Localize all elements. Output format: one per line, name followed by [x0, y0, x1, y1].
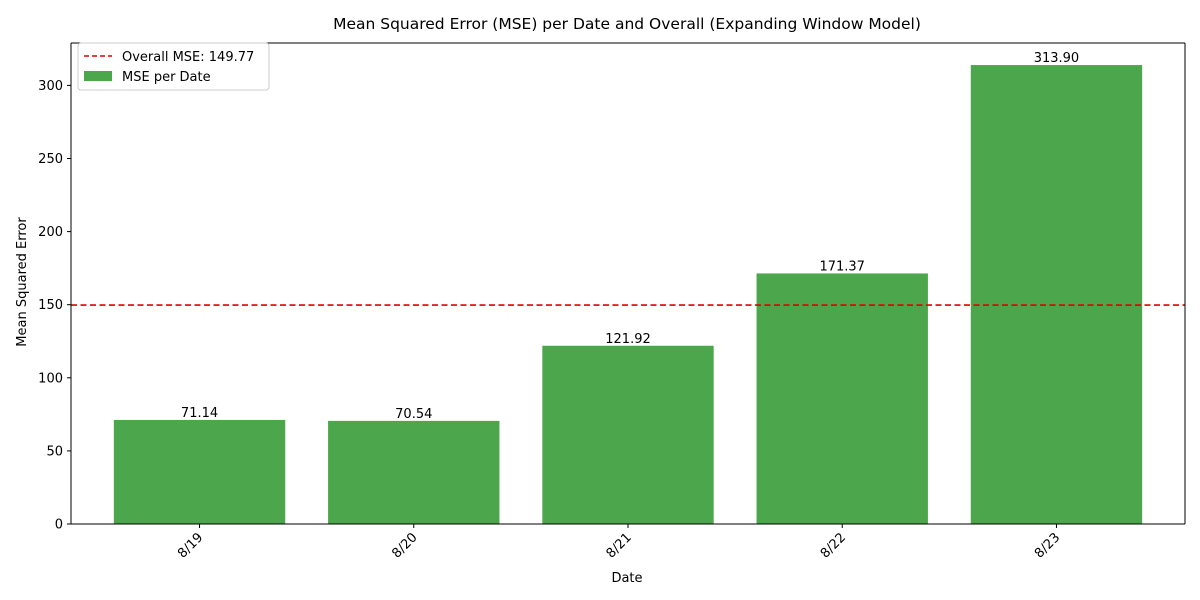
bar-8-19	[113, 419, 286, 524]
y-tick-label: 300	[38, 79, 63, 94]
bar-8-22	[756, 273, 928, 524]
data-label: 313.90	[1034, 51, 1080, 66]
y-tick-label: 200	[38, 225, 63, 240]
x-tick-label: 8/23	[1032, 530, 1063, 561]
legend-frame	[77, 42, 270, 91]
bar-8-23	[970, 65, 1143, 524]
chart-title: Mean Squared Error (MSE) per Date and Ov…	[333, 15, 921, 33]
y-tick-label: 50	[46, 444, 63, 459]
x-tick-label: 8/22	[818, 530, 849, 561]
data-label: 70.54	[395, 407, 432, 422]
y-axis-label: Mean Squared Error	[15, 217, 30, 347]
data-label: 71.14	[181, 406, 218, 421]
y-tick-label: 250	[38, 152, 63, 167]
data-label: 171.37	[819, 259, 865, 274]
data-label: 121.92	[605, 332, 651, 347]
bar-8-20	[328, 420, 500, 524]
y-tick-label: 100	[38, 371, 63, 386]
y-tick-label: 0	[55, 518, 63, 533]
legend-bar-swatch	[84, 71, 112, 81]
x-tick-label: 8/21	[604, 530, 635, 561]
legend-label-mse-per-date: MSE per Date	[122, 70, 211, 85]
legend-label-overall-mse: Overall MSE: 149.77	[122, 50, 254, 65]
bar-8-21	[542, 345, 714, 524]
x-tick-label: 8/19	[175, 530, 206, 561]
legend: Overall MSE: 149.77 MSE per Date	[77, 42, 270, 91]
x-tick-label: 8/20	[389, 530, 420, 561]
plot-area: 71.14 70.54 121.92 171.37 313.90 0 50 100 150 200…	[38, 42, 1186, 561]
y-tick-label: 150	[38, 298, 63, 313]
x-axis-label: Date	[611, 571, 642, 586]
